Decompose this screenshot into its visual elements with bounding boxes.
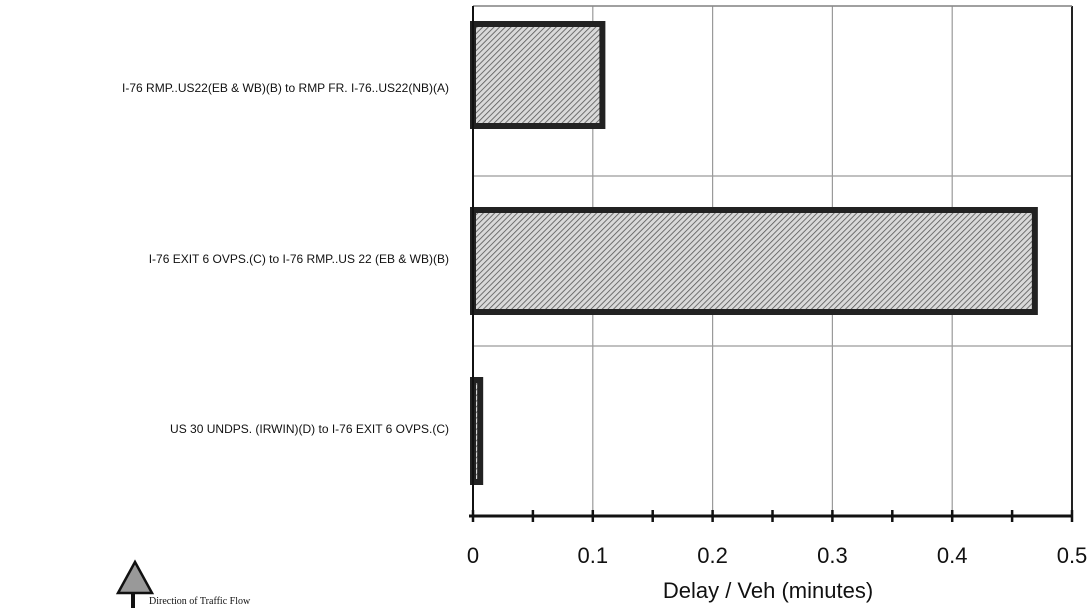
traffic-flow-legend: Direction of Traffic Flow — [115, 559, 251, 608]
x-tick-labels: 0 0.1 0.2 0.3 0.4 0.5 — [467, 543, 1087, 568]
bars — [470, 21, 1038, 485]
traffic-flow-label: Direction of Traffic Flow — [149, 596, 251, 607]
x-tick-label: 0.3 — [817, 543, 848, 568]
bar — [470, 377, 484, 485]
bar — [470, 207, 1038, 315]
category-label: I-76 EXIT 6 OVPS.(C) to I-76 RMP..US 22 … — [149, 252, 449, 266]
x-tick-label: 0 — [467, 543, 479, 568]
x-tick-label: 0.5 — [1057, 543, 1088, 568]
x-tick-label: 0.1 — [578, 543, 609, 568]
bar — [470, 21, 606, 129]
category-label: US 30 UNDPS. (IRWIN)(D) to I-76 EXIT 6 O… — [170, 422, 449, 436]
x-tick-label: 0.2 — [697, 543, 728, 568]
category-labels: I-76 RMP..US22(EB & WB)(B) to RMP FR. I-… — [122, 81, 449, 436]
x-tick-label: 0.4 — [937, 543, 968, 568]
x-axis — [469, 6, 1074, 522]
x-axis-title: Delay / Veh (minutes) — [663, 578, 873, 603]
category-label: I-76 RMP..US22(EB & WB)(B) to RMP FR. I-… — [122, 81, 449, 95]
up-arrow-icon — [115, 559, 155, 595]
